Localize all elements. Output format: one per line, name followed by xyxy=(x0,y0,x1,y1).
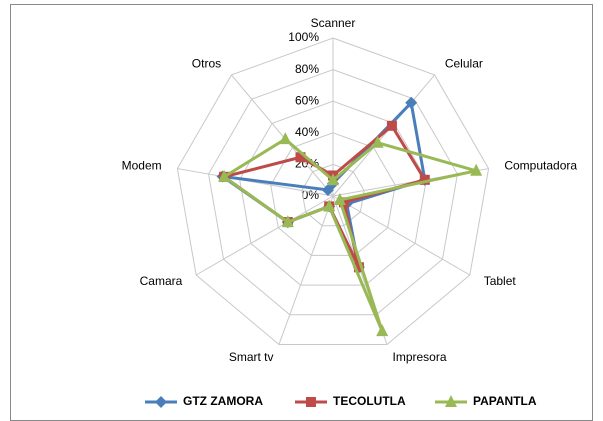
marker xyxy=(218,169,231,182)
marker xyxy=(323,199,336,212)
axis-label: Computadora xyxy=(504,158,577,172)
axis-label: Otros xyxy=(192,56,221,70)
axis-label: Celular xyxy=(445,56,483,70)
spoke xyxy=(177,168,334,197)
legend-label: PAPANTLA xyxy=(473,394,537,408)
axis-label: Tablet xyxy=(484,274,517,288)
marker xyxy=(445,395,457,407)
grid-ring xyxy=(207,69,459,316)
spoke xyxy=(278,195,334,345)
marker xyxy=(353,262,364,273)
spoke xyxy=(231,74,334,197)
chart-frame xyxy=(10,4,593,421)
marker xyxy=(333,192,346,205)
marker xyxy=(376,324,389,337)
marker xyxy=(321,183,334,196)
marker xyxy=(371,135,384,148)
marker xyxy=(281,215,294,228)
legend-label: TECOLUTLA xyxy=(333,394,406,408)
marker xyxy=(386,120,397,131)
marker xyxy=(419,174,430,185)
spoke xyxy=(195,195,334,276)
marker xyxy=(295,152,306,163)
marker xyxy=(155,396,167,408)
r-tick-label: 0% xyxy=(302,188,320,202)
grid-ring xyxy=(176,37,490,345)
axis-label: Smart tv xyxy=(229,350,274,364)
grid-ring xyxy=(270,132,396,256)
grid-ring xyxy=(301,163,365,227)
r-tick-label: 60% xyxy=(295,93,319,107)
legend: GTZ ZAMORA TECOLUTLA PAPANTLA xyxy=(145,394,537,408)
r-tick-label: 100% xyxy=(288,30,319,44)
legend-label: GTZ ZAMORA xyxy=(183,394,263,408)
spoke xyxy=(332,195,471,276)
marker xyxy=(405,96,418,109)
spoke xyxy=(332,74,435,197)
series-line xyxy=(221,137,477,332)
marker xyxy=(470,163,483,176)
marker xyxy=(306,397,316,407)
r-tick-label: 80% xyxy=(295,62,319,76)
marker xyxy=(327,173,339,186)
axis-label: Modem xyxy=(122,158,162,172)
marker xyxy=(279,132,292,145)
r-tick-label: 40% xyxy=(295,125,319,139)
axis-label: Camara xyxy=(140,274,183,288)
axis-label: Scanner xyxy=(311,16,356,30)
axis-label: Impresora xyxy=(393,350,447,364)
